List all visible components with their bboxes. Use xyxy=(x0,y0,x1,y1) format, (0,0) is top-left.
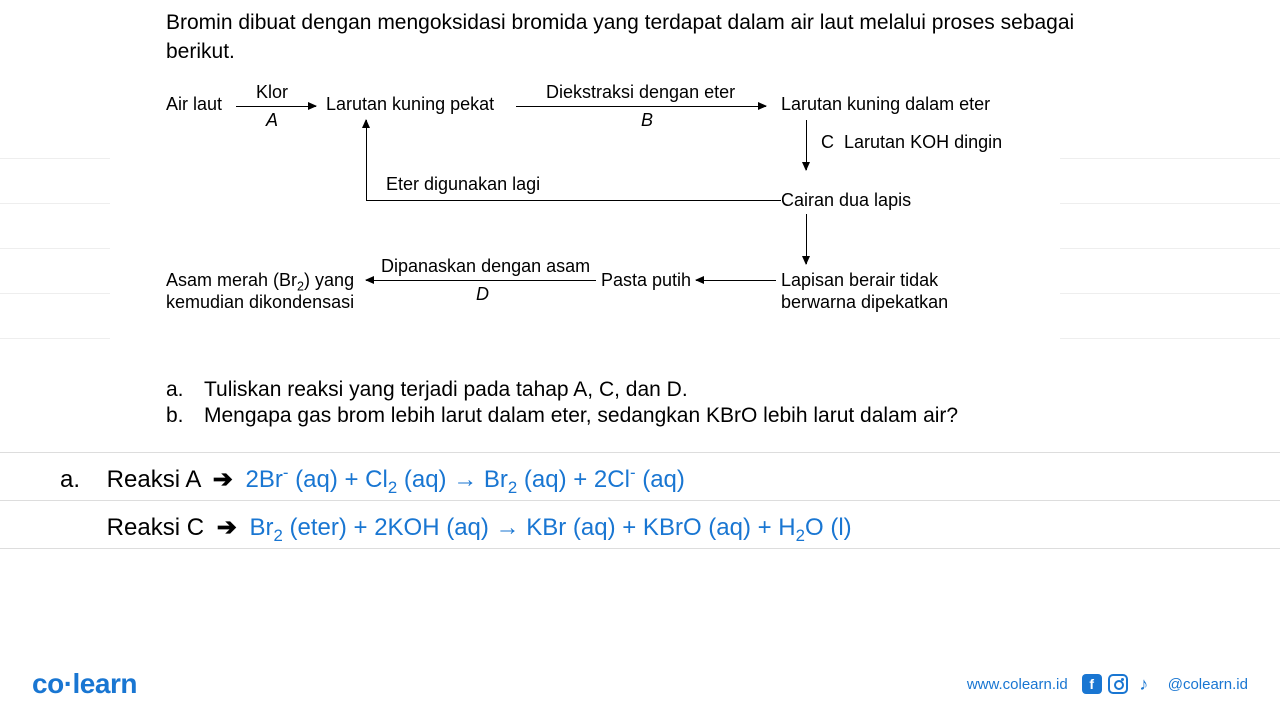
question-intro: Bromin dibuat dengan mengoksidasi bromid… xyxy=(166,8,1086,67)
label-asam1: Asam merah (Br2) yang xyxy=(166,270,354,294)
label-a: A xyxy=(266,110,278,131)
social-icons: f ♪ xyxy=(1082,674,1154,694)
label-klor: Klor xyxy=(256,82,288,103)
reaksi-c-name: Reaksi C xyxy=(107,514,204,541)
label-diekstraksi: Diekstraksi dengan eter xyxy=(546,82,735,103)
process-diagram: Air laut Klor A Larutan kuning pekat Die… xyxy=(166,82,1066,352)
logo: co·learn xyxy=(32,668,137,700)
ruled-line xyxy=(1060,248,1280,249)
arrow xyxy=(366,280,596,281)
reaksi-c-eq: Br2 (eter) + 2KOH (aq) → KBr (aq) + KBrO… xyxy=(249,514,851,541)
tiktok-icon: ♪ xyxy=(1134,674,1154,694)
arrow xyxy=(806,120,807,170)
arrow-icon: ➔ xyxy=(213,462,233,498)
label-eter-lagi: Eter digunakan lagi xyxy=(386,174,540,195)
sub-questions: a. Tuliskan reaksi yang terjadi pada tah… xyxy=(166,378,958,430)
answer-block: a. Reaksi A ➔ 2Br- (aq) + Cl2 (aq) → Br2… xyxy=(60,460,852,558)
arrow xyxy=(806,214,807,264)
label-pasta: Pasta putih xyxy=(601,270,691,291)
instagram-icon xyxy=(1108,674,1128,694)
q-a-letter: a. xyxy=(166,378,204,402)
label-lke: Larutan kuning dalam eter xyxy=(781,94,990,115)
arrow xyxy=(696,280,776,281)
reaksi-a-name: Reaksi A xyxy=(107,466,200,493)
footer-handle: @colearn.id xyxy=(1168,676,1248,693)
label-lkp: Larutan kuning pekat xyxy=(326,94,494,115)
label-dipanaskan: Dipanaskan dengan asam xyxy=(381,256,590,277)
q-a-text: Tuliskan reaksi yang terjadi pada tahap … xyxy=(204,378,688,402)
ruled-line xyxy=(1060,338,1280,339)
q-b-text: Mengapa gas brom lebih larut dalam eter,… xyxy=(204,404,958,428)
ruled-line xyxy=(0,203,110,204)
ruled-line xyxy=(1060,158,1280,159)
q-b-letter: b. xyxy=(166,404,204,428)
label-lapisan2: berwarna dipekatkan xyxy=(781,292,948,313)
answer-label: a. xyxy=(60,462,100,498)
footer-url: www.colearn.id xyxy=(967,676,1068,693)
ruled-line xyxy=(0,338,110,339)
label-b: B xyxy=(641,110,653,131)
arrow xyxy=(366,120,367,200)
reaksi-a-eq: 2Br- (aq) + Cl2 (aq) → Br2 (aq) + 2Cl- (… xyxy=(246,466,685,493)
line xyxy=(366,200,781,201)
label-cairan: Cairan dua lapis xyxy=(781,190,911,211)
ruled-line xyxy=(1060,203,1280,204)
ruled-line xyxy=(1060,293,1280,294)
label-lapisan1: Lapisan berair tidak xyxy=(781,270,938,291)
arrow xyxy=(516,106,766,107)
arrow xyxy=(236,106,316,107)
facebook-icon: f xyxy=(1082,674,1102,694)
ruled-line xyxy=(0,158,110,159)
label-c: C Larutan KOH dingin xyxy=(821,132,1002,153)
footer: co·learn www.colearn.id f ♪ @colearn.id xyxy=(0,668,1280,700)
label-asam2: kemudian dikondensasi xyxy=(166,292,354,313)
label-d: D xyxy=(476,284,489,305)
ruled-line xyxy=(0,248,110,249)
label-air-laut: Air laut xyxy=(166,94,222,115)
ruled-line xyxy=(0,293,110,294)
arrow-icon: ➔ xyxy=(217,510,237,546)
divider xyxy=(0,452,1280,453)
